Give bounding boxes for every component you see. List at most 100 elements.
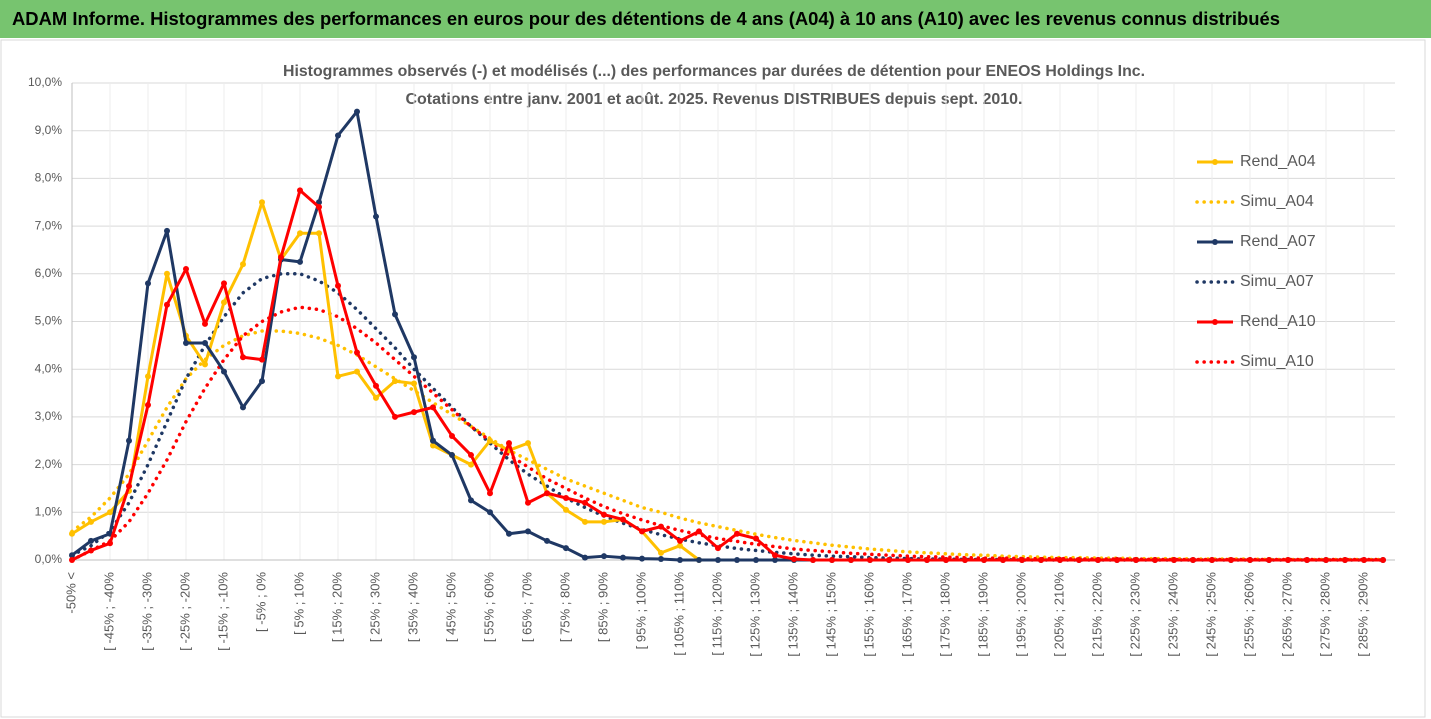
point — [354, 368, 360, 375]
x-tick-label: [ -25% ; -20% — [177, 572, 192, 651]
point — [563, 545, 569, 552]
point — [753, 535, 759, 542]
point — [696, 557, 702, 563]
point — [753, 557, 759, 563]
point — [202, 320, 208, 327]
point — [829, 557, 835, 563]
point — [1076, 557, 1082, 563]
point — [335, 132, 341, 139]
y-tick-label: 10,0% — [28, 75, 62, 89]
point — [297, 230, 303, 237]
point — [1266, 557, 1272, 563]
legend-marker — [1212, 239, 1218, 245]
point — [1361, 557, 1367, 563]
point — [639, 528, 645, 535]
chart-title: Histogrammes observés (-) et modélisés (… — [283, 63, 1145, 80]
x-tick-label: [ 65% ; 70% — [519, 572, 534, 643]
x-tick-label: [ 185% ; 190% — [975, 572, 990, 657]
point — [202, 339, 208, 346]
x-tick-label: [ 205% ; 210% — [1051, 572, 1066, 657]
x-tick-label: [ -45% ; -40% — [101, 572, 116, 651]
point — [69, 552, 75, 559]
point — [411, 380, 417, 387]
x-tick-label: [ 35% ; 40% — [405, 572, 420, 643]
point — [1171, 557, 1177, 563]
point — [335, 373, 341, 380]
y-tick-label: 6,0% — [35, 266, 63, 280]
point — [1228, 557, 1234, 563]
y-tick-label: 3,0% — [35, 409, 63, 423]
point — [468, 452, 474, 459]
x-tick-label: [ 285% ; 290% — [1355, 572, 1370, 657]
point — [430, 404, 436, 411]
point — [316, 230, 322, 237]
point — [373, 213, 379, 220]
y-tick-label: 0,0% — [35, 552, 63, 566]
point — [1323, 557, 1329, 563]
point — [107, 540, 113, 547]
point — [259, 199, 265, 206]
point — [886, 557, 892, 563]
point — [582, 554, 588, 561]
point — [468, 497, 474, 504]
point — [981, 557, 987, 563]
point — [1247, 557, 1253, 563]
x-tick-label: [ 235% ; 240% — [1165, 572, 1180, 657]
point — [677, 557, 683, 563]
point — [1380, 557, 1386, 563]
point — [563, 494, 569, 501]
point — [430, 437, 436, 444]
point — [392, 378, 398, 385]
series-line — [70, 329, 1385, 562]
x-tick-label: [ 265% ; 270% — [1279, 572, 1294, 657]
point — [335, 282, 341, 289]
y-tick-label: 9,0% — [35, 123, 63, 137]
point — [848, 557, 854, 563]
x-tick-label: [ 5% ; 10% — [291, 572, 306, 635]
point — [1133, 557, 1139, 563]
point — [278, 254, 284, 261]
point — [582, 499, 588, 506]
point — [506, 530, 512, 537]
y-tick-label: 5,0% — [35, 314, 63, 328]
series-line — [70, 272, 1385, 562]
point — [772, 552, 778, 559]
legend-label: Rend_A07 — [1240, 233, 1316, 250]
point — [468, 461, 474, 468]
point — [202, 361, 208, 368]
point — [620, 516, 626, 523]
point — [506, 440, 512, 447]
point — [525, 528, 531, 535]
point — [221, 280, 227, 287]
point — [1095, 557, 1101, 563]
point — [449, 432, 455, 439]
point — [1057, 557, 1063, 563]
point — [88, 518, 94, 525]
series-line — [71, 200, 700, 562]
point — [183, 266, 189, 273]
point — [88, 547, 94, 554]
point — [297, 187, 303, 194]
x-tick-label: -50% < — [63, 572, 78, 614]
point — [658, 549, 664, 556]
point — [316, 204, 322, 211]
point — [1038, 557, 1044, 563]
point — [354, 108, 360, 115]
point — [1304, 557, 1310, 563]
x-tick-label: [ 85% ; 90% — [595, 572, 610, 643]
point — [88, 537, 94, 544]
point — [126, 437, 132, 444]
series-line — [71, 188, 1383, 562]
x-tick-label: [ 225% ; 230% — [1127, 572, 1142, 657]
point — [107, 509, 113, 516]
point — [962, 557, 968, 563]
point — [221, 299, 227, 306]
point — [164, 227, 170, 234]
x-tick-label: [ 245% ; 250% — [1203, 572, 1218, 657]
point — [696, 528, 702, 535]
point — [1114, 557, 1120, 563]
legend-marker — [1212, 319, 1218, 325]
point — [601, 518, 607, 525]
point — [69, 530, 75, 537]
